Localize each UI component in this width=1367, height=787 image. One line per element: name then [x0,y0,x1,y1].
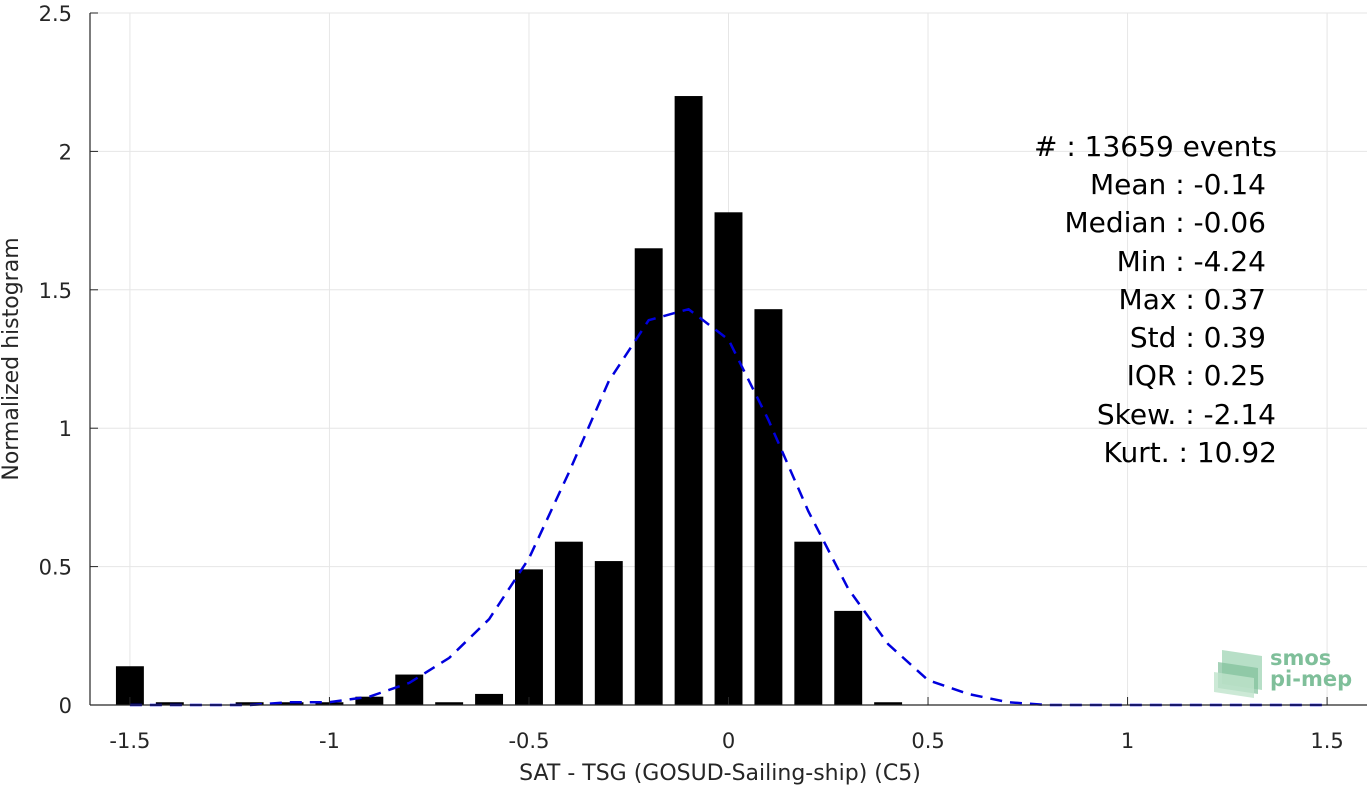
histogram-bar [235,702,264,705]
histogram-bar [594,561,623,705]
histogram-bar [475,693,504,705]
histogram-bar [674,96,703,706]
y-tick-label: 2 [59,140,72,164]
histogram-bar [435,702,464,705]
x-tick-label: -1.5 [109,729,150,753]
stat-max: Max : 0.37 [1119,283,1266,316]
stat-mean: Mean : -0.14 [1090,168,1266,201]
histogram-bar [874,702,903,705]
statistics-annotation: # : 13659 events Mean : -0.14 Median : -… [1034,130,1277,469]
histogram-bar [155,702,184,705]
histogram-bar [714,212,743,705]
stat-median: Median : -0.06 [1064,206,1266,239]
histogram-bar [355,696,384,705]
stat-skew: Skew. : -2.14 [1097,398,1276,431]
y-tick-label: 2.5 [39,2,72,26]
x-tick-label: 0 [722,729,735,753]
histogram-bar [794,541,823,705]
histogram-bar [395,674,424,705]
x-tick-label: 0.5 [911,729,944,753]
stat-std: Std : 0.39 [1130,321,1266,354]
y-tick-labels: 0 0.5 1 1.5 2 2.5 [39,2,72,718]
histogram-bar [834,610,863,705]
histogram-bar [515,569,543,705]
x-axis-label: SAT - TSG (GOSUD-Sailing-ship) (C5) [519,761,921,786]
histogram-bar [754,309,783,705]
y-tick-label: 1 [59,417,72,441]
histogram-bar [275,702,304,705]
histogram-bar [554,541,583,705]
y-axis-label: Normalized histogram [0,237,24,480]
y-tick-label: 1.5 [39,279,72,303]
stat-min: Min : -4.24 [1117,245,1266,278]
stat-events: # : 13659 events [1034,130,1277,163]
axes [89,12,1367,706]
stat-iqr: IQR : 0.25 [1127,359,1266,392]
histogram-bar [634,248,663,705]
smos-pimep-logo: smos pi-mep [1214,646,1352,698]
x-tick-label: 1.5 [1310,729,1343,753]
x-tick-labels: -1.5 -1 -0.5 0 0.5 1 1.5 [109,729,1343,753]
x-tick-label: 1 [1121,729,1134,753]
x-tick-label: -1 [319,729,340,753]
x-tick-label: -0.5 [508,729,549,753]
logo-text-line2: pi-mep [1270,667,1352,691]
histogram-bars [115,96,903,706]
y-tick-label: 0.5 [39,556,72,580]
logo-icon [1214,650,1262,698]
y-tick-label: 0 [59,694,72,718]
logo-text-line1: smos [1270,646,1331,670]
stat-kurt: Kurt. : 10.92 [1104,436,1278,469]
